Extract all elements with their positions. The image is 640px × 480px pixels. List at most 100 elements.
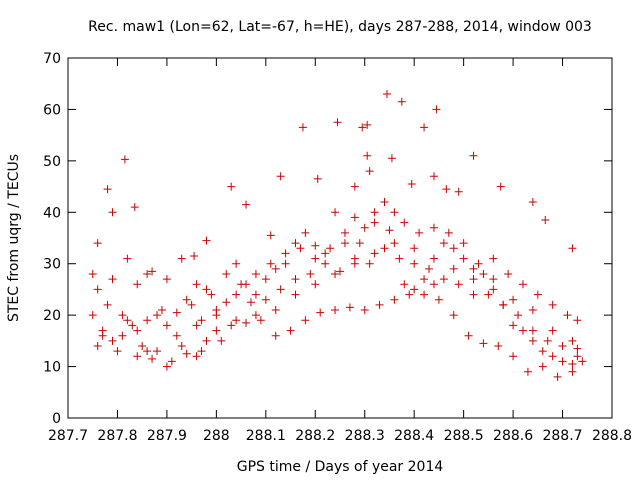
data-point (331, 306, 340, 314)
x-tick-label: 288.6 (493, 428, 533, 444)
data-point (143, 316, 152, 325)
data-point (518, 280, 527, 289)
data-point (410, 285, 419, 294)
data-point (108, 208, 117, 217)
x-tick-label: 288.7 (542, 428, 582, 444)
data-point (578, 357, 587, 366)
data-point (197, 347, 206, 356)
data-point (212, 326, 221, 335)
data-point (222, 270, 231, 278)
data-point (429, 223, 438, 232)
data-point (246, 298, 255, 307)
data-point (326, 244, 335, 253)
x-tick-label: 288.2 (295, 428, 335, 444)
data-point (494, 342, 503, 350)
data-point (528, 336, 537, 345)
data-point (415, 228, 424, 237)
data-point (523, 367, 532, 376)
chart-title: Rec. maw1 (Lon=62, Lat=-67, h=HE), days … (88, 19, 592, 35)
data-point (281, 249, 290, 258)
data-point (123, 316, 132, 325)
data-point (177, 254, 186, 263)
data-point (138, 342, 147, 350)
x-tick-label: 287.7 (48, 428, 88, 444)
data-point (271, 331, 280, 340)
data-point (182, 295, 191, 304)
data-point (88, 311, 97, 320)
data-point (98, 331, 107, 340)
data-point (298, 123, 307, 132)
data-point (336, 267, 344, 276)
y-tick-label: 30 (43, 257, 61, 273)
data-point (291, 239, 300, 248)
y-tick-label: 20 (43, 308, 61, 324)
data-point (558, 357, 567, 366)
data-point (311, 241, 320, 250)
data-point (202, 336, 211, 345)
data-point (449, 311, 458, 320)
data-point (528, 326, 537, 335)
data-point (162, 362, 171, 371)
data-point (276, 285, 285, 294)
data-point (162, 321, 171, 330)
data-point (504, 270, 513, 278)
data-point (350, 259, 359, 268)
data-point (266, 231, 275, 240)
data-point (429, 254, 438, 263)
data-point (489, 275, 498, 284)
data-point (439, 275, 448, 284)
data-point (88, 270, 97, 278)
data-point (400, 280, 409, 289)
y-axis: 0 10 20 30 40 50 60 70 (43, 51, 612, 427)
data-point (360, 306, 369, 314)
data-point (469, 151, 478, 160)
data-point (558, 342, 567, 350)
data-point (291, 275, 300, 284)
data-point (533, 290, 542, 299)
x-tick-label: 287.8 (97, 428, 137, 444)
data-point (133, 326, 142, 335)
data-point (568, 336, 577, 345)
data-point (340, 228, 349, 237)
data-point (407, 180, 416, 188)
data-point (434, 295, 443, 304)
data-point (207, 290, 216, 299)
x-tick-label: 288.4 (394, 428, 434, 444)
data-point (190, 252, 199, 260)
data-point (296, 244, 305, 253)
data-point (489, 254, 498, 263)
data-point (217, 336, 226, 345)
data-point (261, 275, 270, 284)
data-point (103, 300, 112, 309)
data-point (271, 264, 280, 273)
data-point (172, 331, 181, 340)
data-point (429, 280, 438, 289)
plot-area-border (67, 57, 613, 419)
data-point (251, 290, 260, 299)
data-point (93, 239, 102, 248)
data-point (573, 316, 582, 325)
data-point (442, 185, 451, 194)
data-point (390, 295, 399, 304)
data-point (528, 306, 537, 314)
y-tick-label: 10 (43, 360, 61, 376)
data-point (568, 360, 577, 368)
data-point (459, 254, 468, 263)
data-point (365, 167, 374, 176)
data-point (130, 203, 139, 212)
y-tick-label: 70 (43, 51, 61, 67)
data-point (449, 244, 458, 253)
data-point (301, 228, 310, 237)
data-point (148, 354, 157, 363)
data-point (345, 303, 354, 312)
data-point (202, 285, 211, 294)
data-point (232, 259, 241, 268)
data-point (153, 311, 162, 320)
data-point (390, 239, 399, 248)
data-point (93, 342, 102, 350)
data-point (509, 295, 518, 304)
data-point (291, 290, 300, 299)
data-point (251, 270, 260, 278)
data-point (177, 342, 186, 350)
